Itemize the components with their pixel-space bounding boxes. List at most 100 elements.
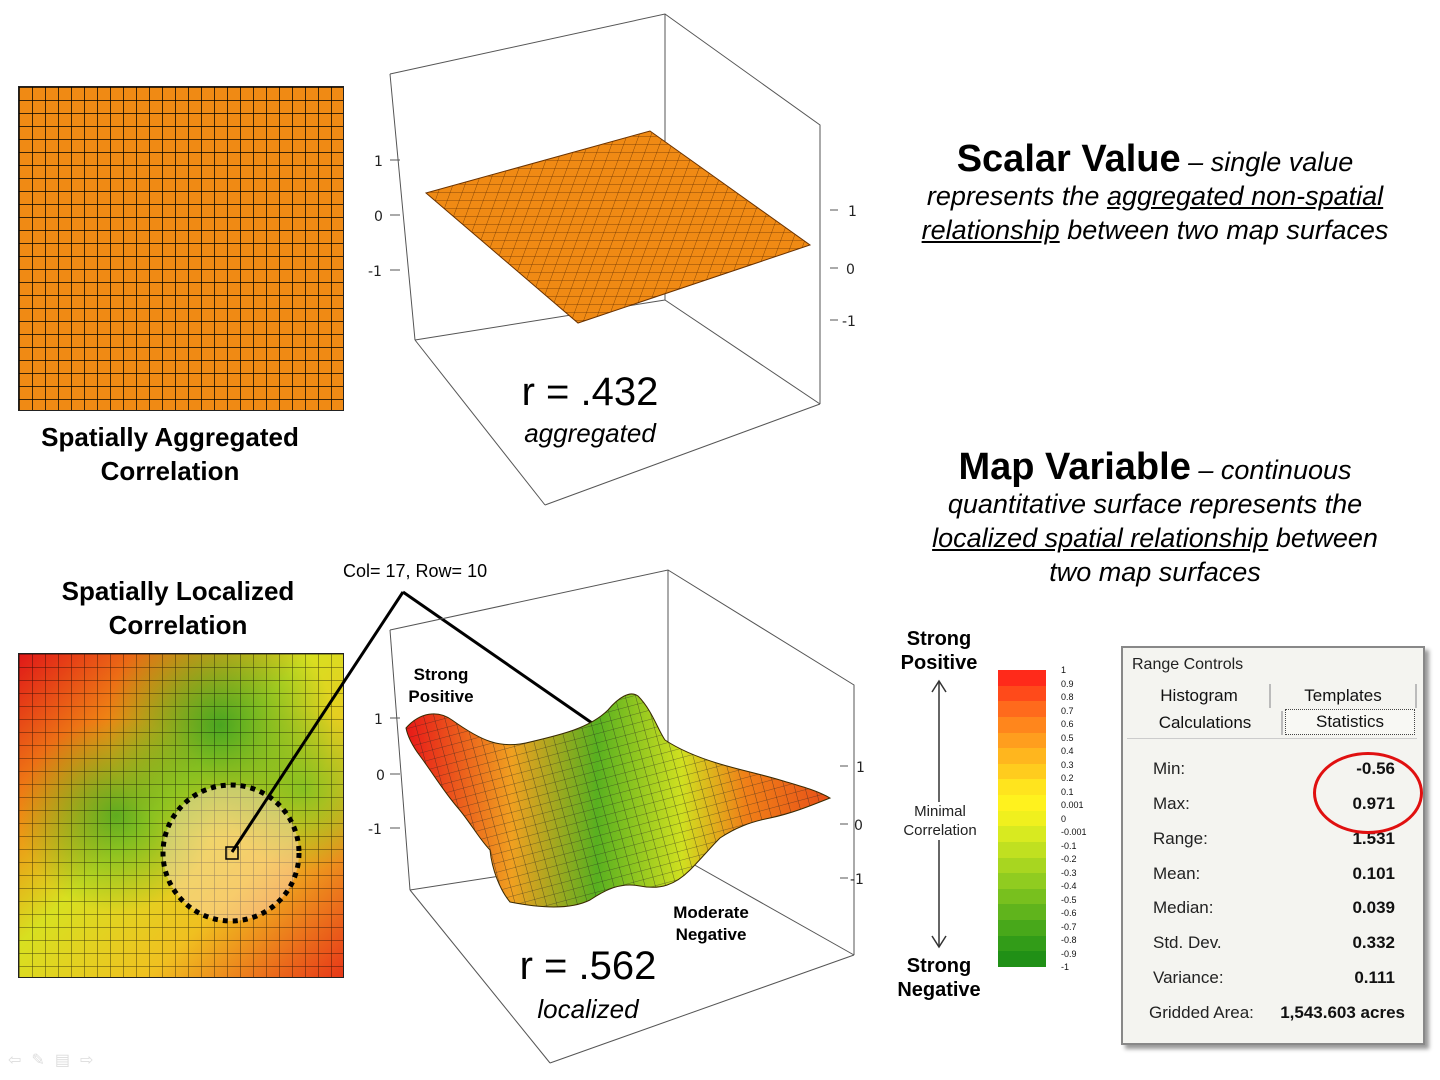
scalar-dash: – <box>1188 147 1204 177</box>
legend-value-label: -0.7 <box>1061 921 1077 932</box>
bottom-r-value: r = .562 <box>519 944 657 988</box>
stat-value: 0.111 <box>1354 968 1395 987</box>
stat-label: Mean: <box>1153 864 1201 883</box>
top-r-value: r = .432 <box>521 370 659 414</box>
legend-value-label: -0.4 <box>1061 881 1077 891</box>
flat-correlation-surface <box>424 130 812 324</box>
stat-row-mean: Mean: 0.101 <box>1153 864 1401 888</box>
legend-mid-label: Minimal Correlation <box>890 802 990 840</box>
mapvar-line2: quantitative surface represents the <box>947 489 1363 519</box>
legend-value-label: 0.5 <box>1061 732 1074 743</box>
legend-value-label: -0.8 <box>1061 935 1077 945</box>
legend-swatch <box>998 888 1046 905</box>
stat-row-gridded-area: Gridded Area: 1,543.603 acres <box>1149 1003 1405 1027</box>
peak-label: Strong Positive <box>404 664 478 708</box>
legend-value-label: -0.2 <box>1061 854 1077 864</box>
legend-swatch <box>998 795 1046 812</box>
stat-label: Min: <box>1153 759 1186 778</box>
aggregated-3d-plot: 1 0 -1 1 0 -1 <box>368 13 857 506</box>
stat-row-variance: Variance: 0.111 <box>1153 968 1401 992</box>
stat-value: 0.101 <box>1352 864 1395 883</box>
tab-templates[interactable]: Templates <box>1271 684 1417 708</box>
scalar-value-description: Scalar Value – single value represents t… <box>880 140 1430 247</box>
aggregated-caption-line1: Spatially Aggregated <box>41 422 299 452</box>
legend-value-label: 0.001 <box>1061 800 1084 810</box>
tab-calculations[interactable]: Calculations <box>1129 711 1283 735</box>
legend-value-label: -0.3 <box>1061 867 1077 878</box>
bottom-r-label: localized <box>537 994 639 1024</box>
mapvar-line3b: between <box>1275 523 1378 553</box>
legend-value-label: 0.1 <box>1061 786 1074 797</box>
peak-label-line1: Strong <box>413 665 469 684</box>
legend-swatch <box>998 701 1046 718</box>
legend-value-label: 0 <box>1061 813 1067 824</box>
legend-swatch <box>998 732 1046 749</box>
localized-caption-line2: Correlation <box>108 610 248 640</box>
localized-correlation-surface <box>405 693 832 908</box>
bottom-z-tick-1: 1 <box>374 712 383 728</box>
legend-value-label: -0.5 <box>1061 894 1077 905</box>
valley-label-line2: Negative <box>675 925 747 944</box>
legend-swatch <box>998 951 1046 968</box>
legend-bottom-line2: Negative <box>897 979 981 1001</box>
scalar-title: Scalar Value <box>956 138 1181 180</box>
legend-value-label: 0.2 <box>1061 773 1074 783</box>
legend-top-line1: Strong <box>906 628 972 650</box>
bottom-z-tick-0: 0 <box>376 768 385 784</box>
legend-swatch <box>998 810 1046 827</box>
legend-swatch <box>998 716 1046 734</box>
legend-swatch <box>998 670 1046 687</box>
scalar-line2a: represents the <box>926 181 1100 211</box>
legend-swatch <box>998 779 1046 796</box>
next-arrow-icon[interactable]: ⇨ <box>79 1052 104 1069</box>
localized-3d-plot: 1 0 -1 1 0 -1 <box>368 569 865 1064</box>
legend-value-label: -0.001 <box>1061 827 1087 837</box>
tab-statistics[interactable]: Statistics <box>1285 709 1415 735</box>
top-z-tick-0: 0 <box>374 209 383 225</box>
legend-swatch <box>998 748 1046 765</box>
bottom-right-tick-1: 1 <box>856 760 865 776</box>
legend-bottom-label: Strong Negative <box>886 954 992 1002</box>
aggregated-caption-line2: Correlation <box>100 456 240 486</box>
panel-title: Range Controls <box>1132 656 1244 673</box>
tab-histogram[interactable]: Histogram <box>1129 684 1271 708</box>
map-variable-description: Map Variable – continuous quantitative s… <box>880 448 1430 589</box>
bottom-right-tick-neg1: -1 <box>850 872 864 888</box>
menu-icon[interactable]: ▤ <box>54 1052 80 1069</box>
stat-label: Std. Dev. <box>1153 933 1222 952</box>
top-right-tick-1: 1 <box>848 204 857 220</box>
min-max-highlight-circle <box>1313 752 1423 834</box>
top-right-tick-0: 0 <box>846 262 855 278</box>
range-controls-panel: Range Controls Histogram Templates Calcu… <box>1121 646 1425 1045</box>
localized-caption-line1: Spatially Localized <box>61 576 295 606</box>
scalar-line3u: relationship <box>921 215 1060 245</box>
prev-arrow-icon[interactable]: ⇦ <box>8 1052 32 1069</box>
top-r-label: aggregated <box>524 418 656 448</box>
legend-top-line2: Positive <box>900 652 978 674</box>
legend-value-label: 0.3 <box>1061 759 1074 770</box>
aggregated-correlation-grid <box>18 86 344 411</box>
legend-swatch <box>998 857 1046 874</box>
slide-nav-icons: ⇦✎▤⇨ <box>8 1050 103 1070</box>
scalar-line1: single value <box>1210 147 1354 177</box>
stat-row-median: Median: 0.039 <box>1153 898 1401 922</box>
mapvar-line1: continuous <box>1220 455 1352 485</box>
stat-label: Max: <box>1153 794 1190 813</box>
bottom-z-tick-neg1: -1 <box>368 822 382 838</box>
top-right-tick-neg1: -1 <box>842 314 856 330</box>
stat-label: Variance: <box>1153 968 1224 987</box>
legend-value-label: 0.8 <box>1061 692 1074 702</box>
scalar-line3b: between two map surfaces <box>1067 215 1389 245</box>
stat-value: 1,543.603 acres <box>1280 1003 1405 1022</box>
legend-swatch <box>998 826 1046 843</box>
stat-value: 0.332 <box>1352 933 1395 952</box>
legend-mid-line1: Minimal <box>914 803 966 820</box>
mapvar-dash: – <box>1198 455 1214 485</box>
scalar-line2u: aggregated non-spatial <box>1106 181 1384 211</box>
legend-bottom-line1: Strong <box>906 955 972 977</box>
pen-icon[interactable]: ✎ <box>31 1052 55 1069</box>
legend-value-label: 0.9 <box>1061 678 1074 689</box>
legend-value-label: 1 <box>1061 665 1067 675</box>
legend-swatch <box>998 873 1046 890</box>
legend-value-label: -1 <box>1061 962 1070 972</box>
